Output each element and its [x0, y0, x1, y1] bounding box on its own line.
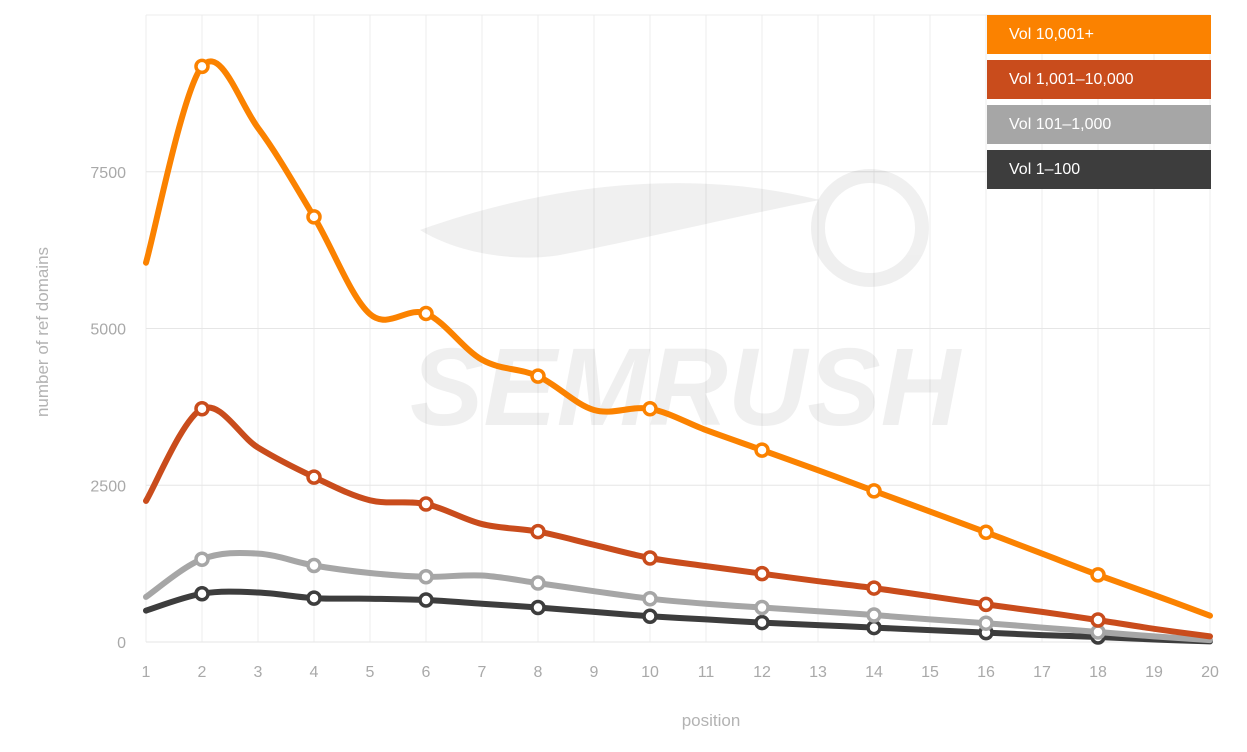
x-tick-label: 14	[865, 664, 883, 681]
x-tick-label: 9	[590, 664, 599, 681]
data-point	[754, 565, 770, 582]
data-point	[306, 209, 322, 225]
data-point	[978, 524, 994, 541]
data-point	[754, 614, 770, 631]
data-point	[642, 608, 658, 625]
y-axis-title: number of ref domains	[33, 247, 52, 417]
y-tick-label: 7500	[90, 165, 126, 182]
data-point	[866, 607, 882, 623]
x-tick-label: 19	[1145, 664, 1163, 681]
watermark-flame-icon	[420, 183, 820, 258]
series-3	[143, 585, 1213, 645]
legend: Vol 10,001+ Vol 1,001–10,000 Vol 101–1,000…	[987, 15, 1211, 195]
series-0	[143, 58, 1213, 619]
x-tick-label: 1	[142, 664, 151, 681]
data-point	[418, 569, 434, 585]
legend-item[interactable]: Vol 10,001+	[987, 15, 1211, 54]
x-tick-label: 18	[1089, 664, 1107, 681]
legend-item[interactable]: Vol 1,001–10,000	[987, 60, 1211, 99]
x-tick-label: 12	[753, 664, 771, 681]
x-tick-label: 11	[698, 664, 715, 681]
x-tick-label: 5	[366, 664, 375, 681]
grid	[145, 14, 1211, 643]
x-tick-label: 2	[198, 664, 207, 681]
data-point	[418, 496, 434, 512]
data-point	[418, 592, 434, 608]
y-tick-label: 2500	[90, 478, 126, 495]
data-point	[866, 619, 882, 636]
series-line	[143, 404, 1213, 640]
data-point	[642, 550, 658, 566]
watermark-text: SEMRUSH	[410, 326, 963, 449]
data-point	[530, 523, 546, 540]
data-point	[530, 599, 546, 616]
x-tick-label: 4	[310, 664, 319, 681]
series-1	[143, 401, 1213, 640]
y-tick-label: 5000	[90, 322, 126, 339]
data-point	[306, 469, 322, 485]
x-tick-label: 10	[641, 664, 659, 681]
data-point	[194, 551, 210, 567]
data-point	[866, 580, 882, 596]
data-point	[194, 401, 210, 417]
x-tick-label: 16	[977, 664, 995, 681]
x-tick-label: 6	[422, 664, 431, 681]
y-tick-label: 0	[117, 635, 126, 652]
x-tick-label: 13	[809, 664, 827, 681]
legend-item[interactable]: Vol 1–100	[987, 150, 1211, 189]
data-point	[642, 590, 658, 607]
data-point	[754, 442, 770, 458]
data-point	[978, 596, 994, 613]
data-point	[754, 599, 770, 616]
x-axis-title: position	[682, 711, 741, 730]
data-point	[866, 483, 882, 499]
x-tick-label: 8	[534, 664, 543, 681]
data-point	[194, 58, 210, 75]
legend-item[interactable]: Vol 101–1,000	[987, 105, 1211, 144]
data-point	[530, 368, 546, 384]
data-point	[1090, 612, 1106, 628]
x-tick-label: 3	[254, 664, 263, 681]
x-tick-label: 7	[478, 664, 487, 681]
data-point	[530, 575, 546, 591]
series-line	[143, 58, 1213, 619]
x-tick-label: 20	[1201, 664, 1219, 681]
data-point	[306, 590, 322, 606]
data-point	[978, 615, 994, 631]
semrush-watermark: SEMRUSH	[410, 169, 963, 449]
data-point	[642, 401, 658, 417]
data-point	[194, 585, 210, 602]
axes: 1 2 3 4 5 6 7 8 9 10 11 12 13 14 15 16 17 18 19 20025005000…	[90, 165, 1219, 681]
watermark-fireball-icon	[811, 169, 929, 287]
data-point	[418, 305, 434, 322]
series-2	[143, 549, 1213, 644]
series	[143, 58, 1213, 645]
data-point	[1090, 567, 1106, 583]
data-point	[306, 557, 322, 574]
x-tick-label: 15	[921, 664, 939, 681]
x-tick-label: 17	[1033, 664, 1051, 681]
